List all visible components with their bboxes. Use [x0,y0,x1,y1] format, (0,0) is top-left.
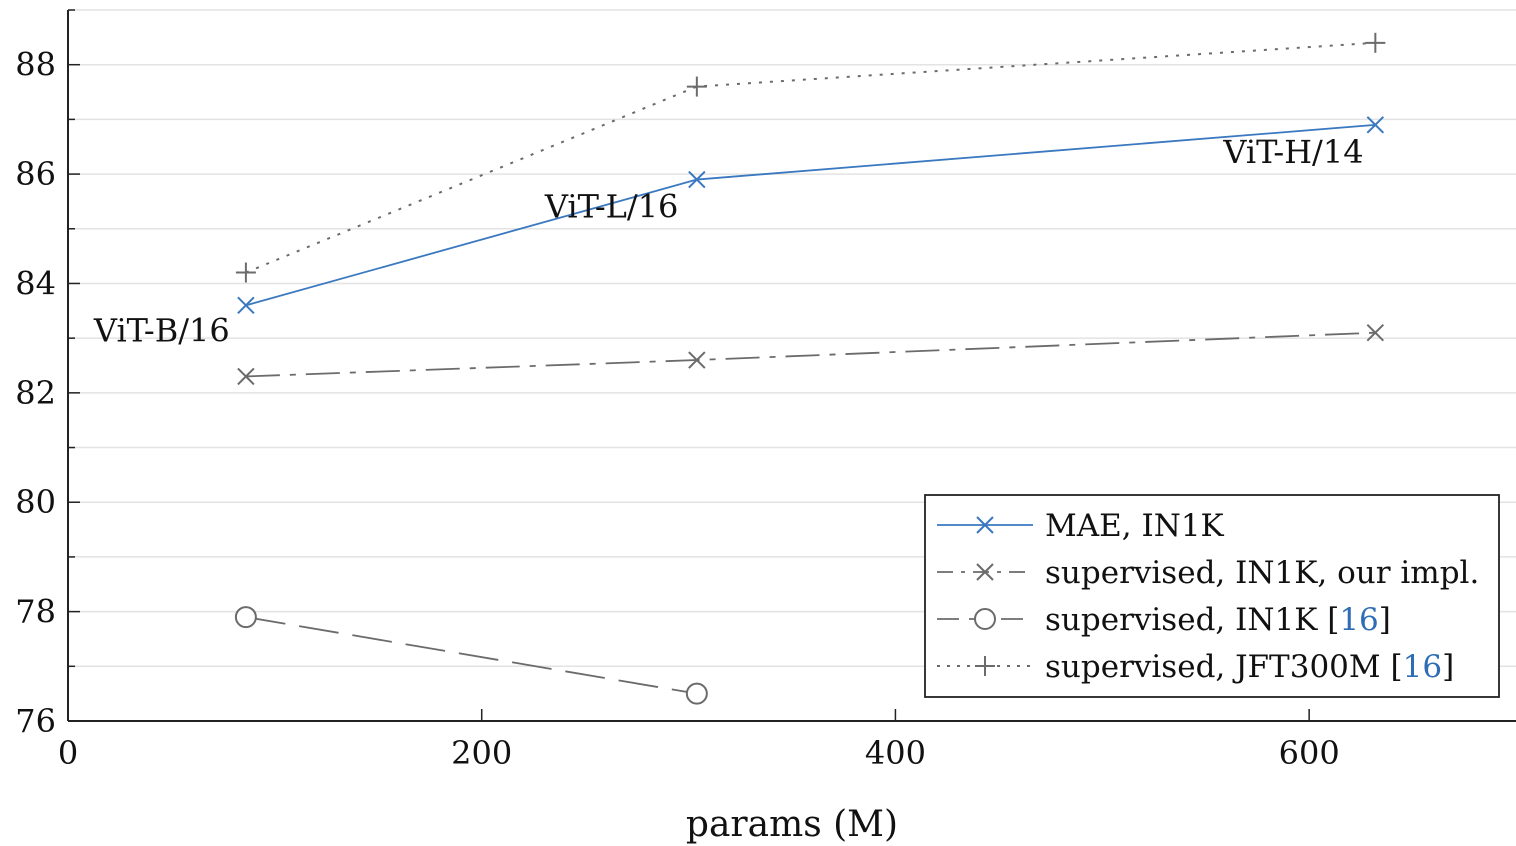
legend-marker [976,563,994,581]
series-line [245,123,1376,307]
tick-labels: 76 78 80 82 84 86 88 0 200 400 600 [15,46,1339,772]
y-tick-label: 82 [15,374,56,412]
data-series [234,32,1386,705]
model-annotations: ViT-B/16 ViT-L/16 ViT-H/14 [93,133,1364,349]
x-axis-label: params (M) [686,804,898,845]
data-point [1366,323,1385,342]
legend-ref-close: ] [1379,602,1391,638]
y-tick-label: 86 [15,155,56,193]
series-line [245,616,697,695]
legend-ref: [ [1317,602,1339,638]
series-line [245,41,1376,274]
legend-label: supervised, JFT300M [16] [1045,649,1454,685]
y-tick-label: 80 [15,483,56,521]
data-point [685,682,708,705]
model-annotation: ViT-B/16 [93,311,230,349]
series-1 [237,323,1385,386]
model-annotation: ViT-L/16 [544,188,679,226]
legend-label: supervised, IN1K [16] [1045,602,1391,638]
x-tick-label: 600 [1279,734,1340,772]
legend-ref-link[interactable]: 16 [1339,602,1378,638]
data-point [237,367,255,386]
legend-ref: [ [1381,649,1403,685]
x-tick-label: 400 [865,734,926,772]
legend-item: supervised, JFT300M [16] [937,649,1454,685]
data-point [1366,116,1385,134]
data-point [686,76,707,97]
x-tick-label: 200 [451,734,512,772]
legend-item: supervised, IN1K [16] [937,602,1391,638]
legend-ref-link[interactable]: 16 [1403,649,1442,685]
axes [67,9,1516,722]
y-tick-label: 76 [15,702,56,740]
legend-label: supervised, IN1K, our impl. [1045,555,1479,591]
legend: MAE, IN1K supervised, IN1K, our impl. supe… [924,494,1500,698]
legend-item: MAE, IN1K [937,508,1225,544]
y-tick-label: 88 [15,46,56,84]
y-tick-label: 78 [15,593,56,631]
data-point [688,170,706,189]
y-tick-label: 84 [15,264,56,302]
data-point [235,262,256,283]
legend-item: supervised, IN1K, our impl. [937,555,1479,591]
series-2 [234,606,708,705]
legend-marker [974,608,996,630]
legend-ref-close: ] [1442,649,1454,685]
model-annotation: ViT-H/14 [1222,133,1363,171]
legend-label: MAE, IN1K [1045,508,1225,544]
series-line [245,331,1376,378]
series-0 [237,116,1385,315]
x-tick-label: 0 [58,734,78,772]
legend-marker [975,656,995,676]
data-point [234,606,257,629]
series-3 [235,32,1386,283]
data-point [1365,32,1386,53]
grid-lines [68,9,1516,668]
legend-marker [976,516,994,534]
data-point [237,296,255,315]
data-point [688,351,706,369]
legend-box [924,494,1500,698]
